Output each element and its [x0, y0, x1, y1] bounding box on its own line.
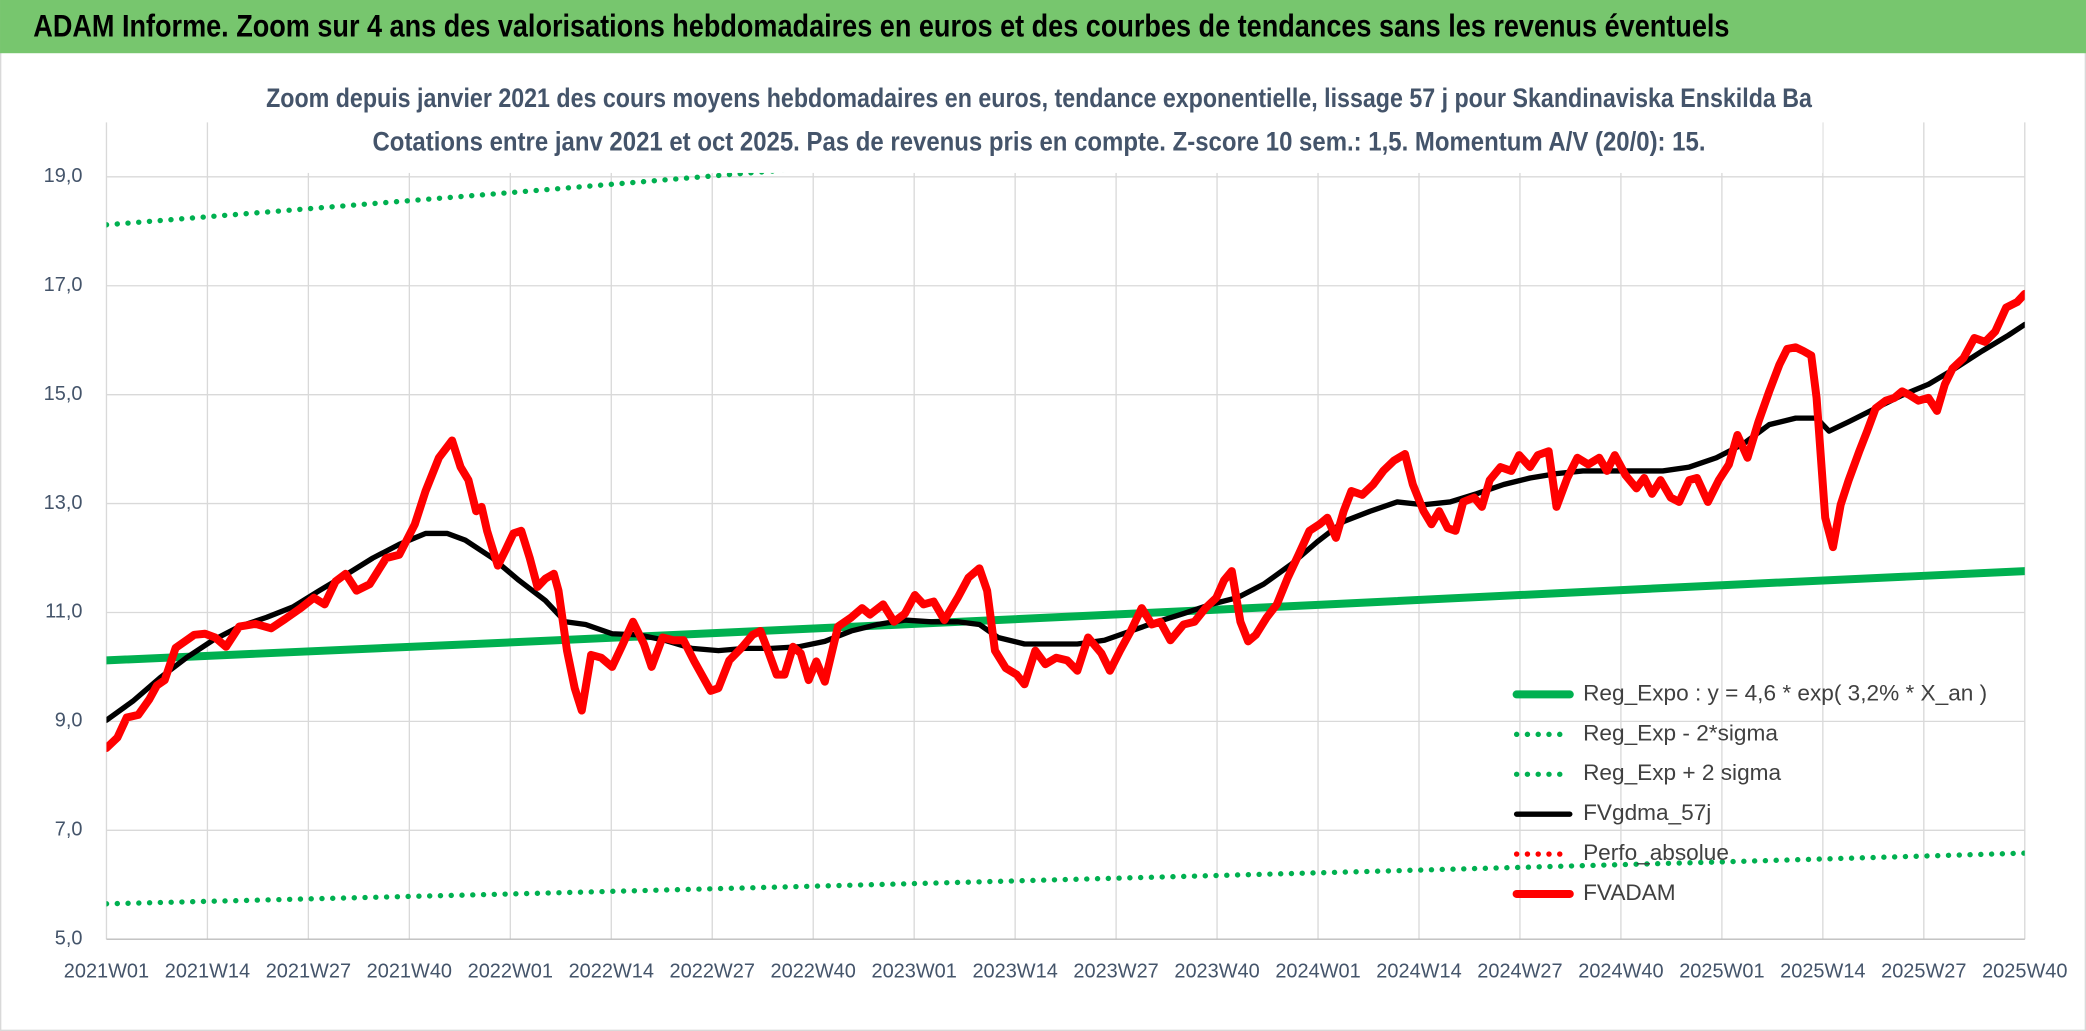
header-bar: [0, 0, 2086, 54]
chart-subtitle: Cotations entre janv 2021 et oct 2025. P…: [373, 127, 1706, 157]
chart-title: Zoom depuis janvier 2021 des cours moyen…: [266, 83, 1812, 113]
x-tick-label: 2021W14: [165, 961, 250, 983]
y-tick-label: 5,0: [55, 927, 83, 949]
y-tick-label: 19,0: [44, 165, 83, 187]
x-tick-label: 2023W14: [972, 961, 1057, 983]
x-tick-label: 2023W27: [1073, 961, 1158, 983]
grid: [105, 122, 2026, 940]
legend-label: Reg_Expo : y = 4,6 * exp( 3,2% * X_an ): [1583, 680, 1987, 705]
y-tick-label: 11,0: [45, 601, 82, 623]
x-tick-label: 2024W14: [1376, 961, 1461, 983]
x-tick-label: 2025W27: [1881, 961, 1966, 983]
x-tick-label: 2025W40: [1982, 961, 2067, 983]
y-tick-label: 7,0: [55, 819, 83, 841]
y-tick-label: 13,0: [44, 492, 83, 514]
series-line: [106, 289, 2025, 753]
series-line: [106, 850, 2025, 907]
x-tick-label: 2022W27: [670, 961, 755, 983]
x-tick-label: 2025W01: [1679, 961, 1764, 983]
x-tick-label: 2021W01: [64, 961, 149, 983]
axes: 5,0 7,0 9,0 11,0 13,0 15,0 17,0 19,0 2021W01 2021…: [44, 165, 2068, 983]
x-tick-label: 2025W14: [1780, 961, 1865, 983]
legend-label: FVgdma_57j: [1583, 800, 1711, 825]
x-tick-label: 2023W40: [1174, 961, 1259, 983]
title-background: [252, 77, 1823, 173]
x-tick-label: 2021W27: [266, 961, 351, 983]
legend-label: Reg_Exp + 2 sigma: [1583, 760, 1781, 785]
x-tick-label: 2024W01: [1275, 961, 1360, 983]
x-tick-label: 2022W14: [569, 961, 654, 983]
y-tick-label: 17,0: [44, 274, 83, 296]
x-tick-label: 2022W01: [468, 961, 553, 983]
y-tick-label: 9,0: [55, 710, 83, 732]
x-tick-label: 2021W40: [367, 961, 452, 983]
series-line: [106, 567, 2025, 665]
legend: Reg_Expo : y = 4,6 * exp( 3,2% * X_an ) R…: [1512, 680, 1987, 905]
x-tick-label: 2023W01: [871, 961, 956, 983]
x-tick-label: 2024W40: [1578, 961, 1663, 983]
x-tick-label: 2022W40: [771, 961, 856, 983]
header: ADAM Informe. Zoom sur 4 ans des valoris…: [33, 7, 1729, 43]
legend-label: Perfo_absolue: [1583, 840, 1729, 865]
legend-label: Reg_Exp - 2*sigma: [1583, 720, 1778, 745]
x-tick-label: 2024W27: [1477, 961, 1562, 983]
y-tick-label: 15,0: [44, 383, 83, 405]
legend-label: FVADAM: [1583, 880, 1676, 905]
